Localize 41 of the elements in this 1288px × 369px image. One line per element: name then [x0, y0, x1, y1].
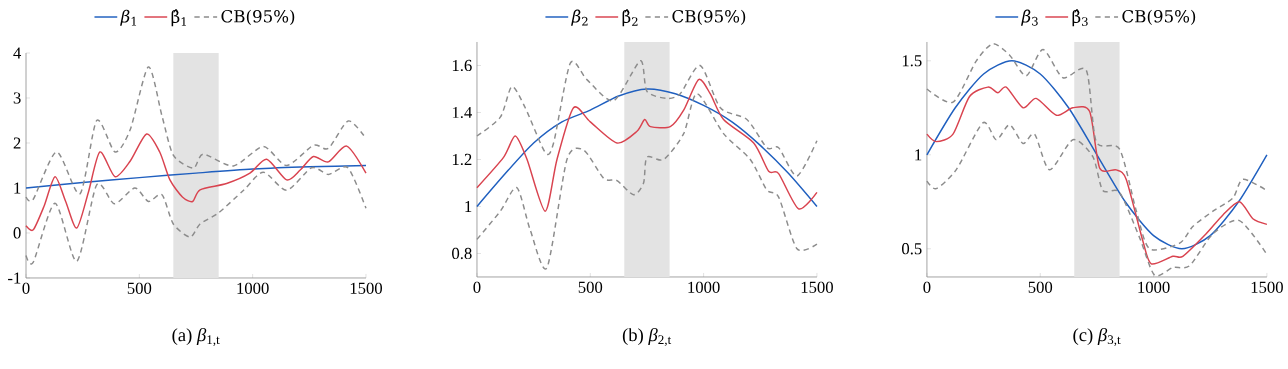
text: (b) β$_{2,t}$ [622, 327, 672, 347]
y-tick-label: 0 [13, 227, 21, 239]
y-tick-label: 1.5 [902, 55, 922, 67]
legend-label: CB(95%) [672, 9, 746, 25]
y-tick-label: 2 [13, 137, 21, 149]
x-tick-label: 0 [22, 282, 30, 294]
x-tick-label: 500 [1028, 281, 1053, 293]
legend-label: β$_{1}$ [120, 9, 137, 26]
x-tick-label: 1500 [1251, 281, 1283, 293]
y-tick-label: 1 [465, 201, 472, 212]
legend-label: CB(95%) [221, 9, 295, 25]
x-tick-label: 1000 [688, 281, 720, 293]
x-tick-label: 500 [578, 281, 603, 293]
line-series [25, 164, 367, 189]
y-tick-label: 1.6 [452, 59, 472, 72]
legend-label: β$_{3}$ [1021, 9, 1038, 26]
x-tick-label: 1000 [237, 282, 269, 294]
line-series [25, 133, 367, 231]
y-tick-label: 3 [13, 92, 21, 104]
x-tick-label: 1500 [801, 281, 833, 293]
y-tick-label: 1 [915, 149, 922, 161]
y-tick-label: 0.5 [902, 243, 922, 255]
legend-label: β$_{2}$ [571, 9, 588, 26]
text: (a) β$_{1,t}$ [172, 327, 220, 347]
y-tick-label: -1 [8, 272, 21, 284]
y-tick-label: 1.2 [452, 153, 472, 166]
x-tick-label: 1500 [350, 282, 383, 294]
y-tick-label: 1.4 [452, 106, 472, 119]
legend-label: CB(95%) [1122, 9, 1196, 25]
y-tick-label: 4 [13, 47, 22, 59]
x-tick-label: 1000 [1138, 281, 1170, 293]
x-tick-label: 500 [127, 282, 152, 294]
x-tick-label: 0 [473, 281, 481, 293]
x-tick-label: 0 [923, 281, 931, 293]
y-tick-label: 0.8 [452, 247, 472, 260]
line-series [926, 86, 1268, 265]
text: (c) β$_{3,t}$ [1073, 327, 1121, 347]
legend-label: β̂$_{1}$ [171, 9, 186, 27]
legend-label: β̂$_{2}$ [622, 9, 638, 27]
y-tick-label: 1 [14, 182, 21, 194]
legend-label: β̂$_{3}$ [1072, 9, 1088, 27]
